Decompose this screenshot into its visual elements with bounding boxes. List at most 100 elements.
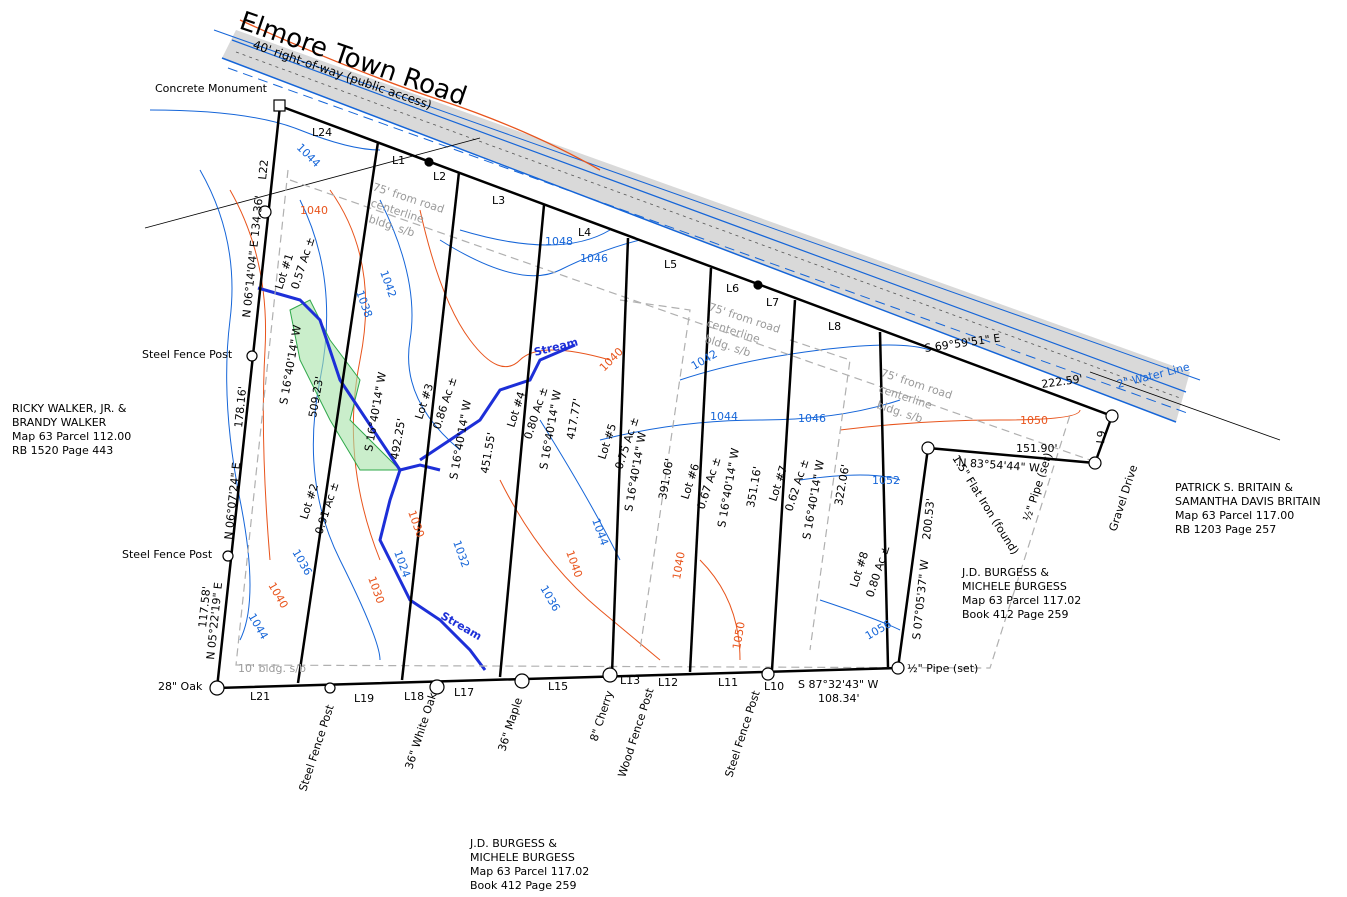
concrete-monument-label: Concrete Monument xyxy=(155,82,268,95)
svg-text:1044: 1044 xyxy=(710,410,738,423)
svg-text:L19: L19 xyxy=(354,692,374,705)
svg-text:222.59': 222.59' xyxy=(1041,372,1084,391)
svg-text:Map 63 Parcel 112.00: Map 63 Parcel 112.00 xyxy=(12,430,131,443)
svg-text:Map 63 Parcel 117.00: Map 63 Parcel 117.00 xyxy=(1175,509,1294,522)
svg-text:1038: 1038 xyxy=(353,289,375,320)
svg-text:451.55': 451.55' xyxy=(478,431,498,474)
svg-text:1044: 1044 xyxy=(294,141,323,170)
lot-8-area: 0.80 Ac ± xyxy=(863,543,892,598)
owner-west: RICKY WALKER, JR. & BRANDY WALKER Map 63… xyxy=(12,402,131,457)
road-corridor xyxy=(144,19,1281,441)
iron-marker xyxy=(921,441,935,455)
svg-text:L15: L15 xyxy=(548,680,568,693)
svg-text:1030: 1030 xyxy=(365,575,387,606)
segment-labels: L1 L2 L3 L4 L5 L6 L7 L8 L9 L10 L11 L12 L… xyxy=(250,126,1108,705)
svg-text:S 87°32'43" W: S 87°32'43" W xyxy=(798,678,879,691)
utility-pole-marker xyxy=(258,205,272,219)
svg-text:L21: L21 xyxy=(250,690,270,703)
svg-text:1040: 1040 xyxy=(670,551,688,581)
fence-post-label: Steel Fence Post xyxy=(722,688,762,778)
svg-text:1050: 1050 xyxy=(730,621,748,651)
svg-text:1040: 1040 xyxy=(265,580,290,611)
svg-text:L17: L17 xyxy=(454,686,474,699)
svg-text:1030: 1030 xyxy=(405,509,427,540)
cherry-label: 8" Cherry xyxy=(587,689,616,743)
svg-text:1048: 1048 xyxy=(545,235,573,248)
svg-text:L18: L18 xyxy=(404,690,424,703)
svg-text:1042: 1042 xyxy=(377,269,399,300)
svg-text:L1: L1 xyxy=(392,154,405,167)
svg-text:Map 63 Parcel 117.02: Map 63 Parcel 117.02 xyxy=(470,865,589,878)
fence-post-marker xyxy=(324,682,336,694)
svg-text:178.16': 178.16' xyxy=(232,386,249,429)
contour-lines xyxy=(199,169,1081,661)
svg-text:117.58': 117.58' xyxy=(196,586,213,629)
gravel-drive-label: Gravel Drive xyxy=(1106,463,1140,533)
svg-text:1044: 1044 xyxy=(589,517,611,548)
concrete-monument-marker xyxy=(273,99,286,112)
svg-text:J.D. BURGESS &: J.D. BURGESS & xyxy=(469,837,557,850)
svg-text:BRANDY WALKER: BRANDY WALKER xyxy=(12,416,107,429)
fence-post-marker xyxy=(761,667,775,681)
svg-text:L5: L5 xyxy=(664,258,677,271)
fence-post-label: Steel Fence Post xyxy=(142,348,233,361)
svg-text:391.06': 391.06' xyxy=(656,457,676,500)
svg-text:Map 63 Parcel 117.02: Map 63 Parcel 117.02 xyxy=(962,594,1081,607)
oak-label: 28" Oak xyxy=(158,680,203,693)
svg-text:1046: 1046 xyxy=(580,252,608,265)
svg-text:L3: L3 xyxy=(492,194,505,207)
streams xyxy=(257,286,576,671)
svg-text:1052: 1052 xyxy=(872,474,900,487)
svg-text:L12: L12 xyxy=(658,676,678,689)
svg-text:SAMANTHA DAVIS BRITAIN: SAMANTHA DAVIS BRITAIN xyxy=(1175,495,1321,508)
svg-text:L22: L22 xyxy=(256,159,271,180)
white-oak-marker xyxy=(429,679,445,695)
svg-text:L4: L4 xyxy=(578,226,591,239)
svg-text:1032: 1032 xyxy=(450,539,472,570)
svg-text:L8: L8 xyxy=(828,320,841,333)
oak-marker xyxy=(209,680,225,696)
svg-text:Book 412 Page 259: Book 412 Page 259 xyxy=(470,879,577,892)
cherry-marker xyxy=(602,667,618,683)
svg-text:L6: L6 xyxy=(726,282,739,295)
svg-text:10' bldg. s/b: 10' bldg. s/b xyxy=(238,662,306,675)
stream-label: Stream xyxy=(533,335,580,358)
pipe-set-label: ½" Pipe (set) xyxy=(907,662,978,675)
svg-text:1046: 1046 xyxy=(798,412,826,425)
pipe-marker xyxy=(1088,456,1102,470)
fence-post-marker xyxy=(246,350,258,362)
svg-text:1036: 1036 xyxy=(289,547,314,578)
svg-text:L11: L11 xyxy=(718,676,738,689)
svg-text:L7: L7 xyxy=(766,296,779,309)
svg-text:PATRICK S. BRITAIN &: PATRICK S. BRITAIN & xyxy=(1175,481,1293,494)
pipe-marker xyxy=(891,661,905,675)
maple-label: 36" Maple xyxy=(495,696,525,753)
svg-text:S 16°40'14" W: S 16°40'14" W xyxy=(362,371,389,453)
svg-text:492.25': 492.25' xyxy=(388,417,408,460)
svg-text:351.16': 351.16' xyxy=(744,465,764,508)
fence-post-label: Steel Fence Post xyxy=(122,548,213,561)
svg-text:1044: 1044 xyxy=(245,611,270,642)
svg-text:200.53': 200.53' xyxy=(920,498,937,541)
road-monument-marker xyxy=(1105,409,1119,423)
svg-text:MICHELE BURGESS: MICHELE BURGESS xyxy=(470,851,575,864)
svg-text:RB 1520 Page 443: RB 1520 Page 443 xyxy=(12,444,113,457)
maple-marker xyxy=(514,673,530,689)
svg-text:L9: L9 xyxy=(1094,430,1108,444)
fence-post-label: Steel Fence Post xyxy=(296,702,336,792)
svg-text:L10: L10 xyxy=(764,680,784,693)
svg-text:108.34': 108.34' xyxy=(818,692,860,705)
svg-text:S 16°40'14" W: S 16°40'14" W xyxy=(277,324,304,406)
monument-markers xyxy=(209,99,1119,696)
svg-text:S 07°05'37" W: S 07°05'37" W xyxy=(910,559,931,640)
svg-text:1050: 1050 xyxy=(1020,414,1048,427)
svg-text:1036: 1036 xyxy=(537,583,562,614)
road-dot-marker xyxy=(424,157,434,167)
owner-east: PATRICK S. BRITAIN & SAMANTHA DAVIS BRIT… xyxy=(1175,481,1321,536)
svg-text:RICKY WALKER, JR. &: RICKY WALKER, JR. & xyxy=(12,402,127,415)
svg-text:1042: 1042 xyxy=(689,347,720,372)
svg-text:J.D. BURGESS &: J.D. BURGESS & xyxy=(961,566,1049,579)
road-dot-marker xyxy=(753,280,763,290)
svg-text:417.77': 417.77' xyxy=(564,397,584,440)
